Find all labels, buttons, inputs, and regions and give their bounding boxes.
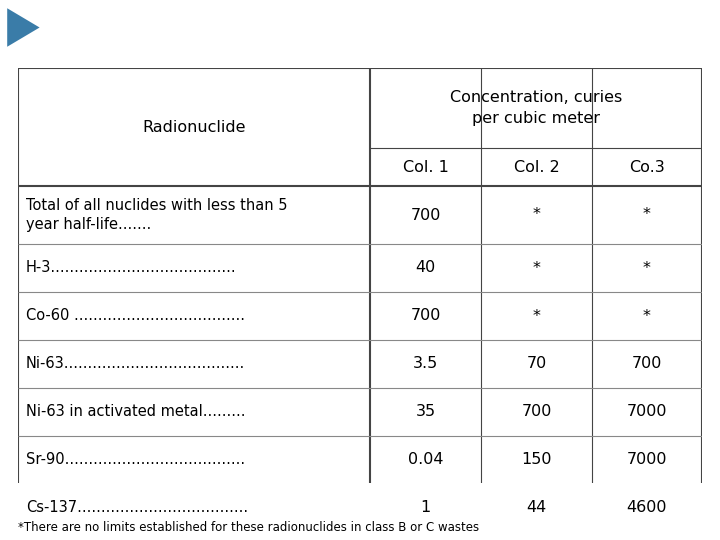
Text: 7000: 7000 [626, 404, 667, 420]
Text: H-3.......................................: H-3.....................................… [26, 260, 237, 275]
Text: *There are no limits established for these radionuclides in class B or C wastes: *There are no limits established for the… [18, 521, 479, 534]
Text: 150: 150 [521, 453, 552, 468]
Text: 0.04: 0.04 [408, 453, 444, 468]
Text: Table 2: Table 2 [299, 13, 421, 42]
Text: *: * [533, 308, 541, 323]
Text: *: * [533, 260, 541, 275]
Text: Concentration, curies
per cubic meter: Concentration, curies per cubic meter [450, 90, 622, 126]
Text: 7000: 7000 [626, 453, 667, 468]
Text: Cs-137....................................: Cs-137..................................… [26, 501, 248, 516]
Text: 4600: 4600 [626, 501, 667, 516]
Text: Sr-90......................................: Sr-90...................................… [26, 453, 245, 468]
Text: Co.3: Co.3 [629, 159, 665, 174]
Text: Total of all nuclides with less than 5
year half-life.......: Total of all nuclides with less than 5 y… [26, 198, 287, 232]
Text: Col. 1: Col. 1 [402, 159, 449, 174]
Text: 40: 40 [415, 260, 436, 275]
Text: 70: 70 [526, 356, 546, 372]
Polygon shape [7, 8, 40, 47]
Text: 700: 700 [410, 308, 441, 323]
Text: Radionuclide: Radionuclide [143, 119, 246, 134]
Text: 1: 1 [420, 501, 431, 516]
Text: *: * [643, 260, 651, 275]
Text: *: * [643, 308, 651, 323]
Text: *: * [533, 207, 541, 222]
Text: Ni-63......................................: Ni-63...................................… [26, 356, 246, 372]
Text: 700: 700 [521, 404, 552, 420]
Text: Col. 2: Col. 2 [513, 159, 559, 174]
Text: Co-60 ....................................: Co-60 ..................................… [26, 308, 245, 323]
Text: 3.5: 3.5 [413, 356, 438, 372]
Text: 35: 35 [415, 404, 436, 420]
Text: 700: 700 [410, 207, 441, 222]
Text: Ni-63 in activated metal.........: Ni-63 in activated metal......... [26, 404, 246, 420]
Text: 44: 44 [526, 501, 546, 516]
Text: *: * [643, 207, 651, 222]
Text: 700: 700 [631, 356, 662, 372]
